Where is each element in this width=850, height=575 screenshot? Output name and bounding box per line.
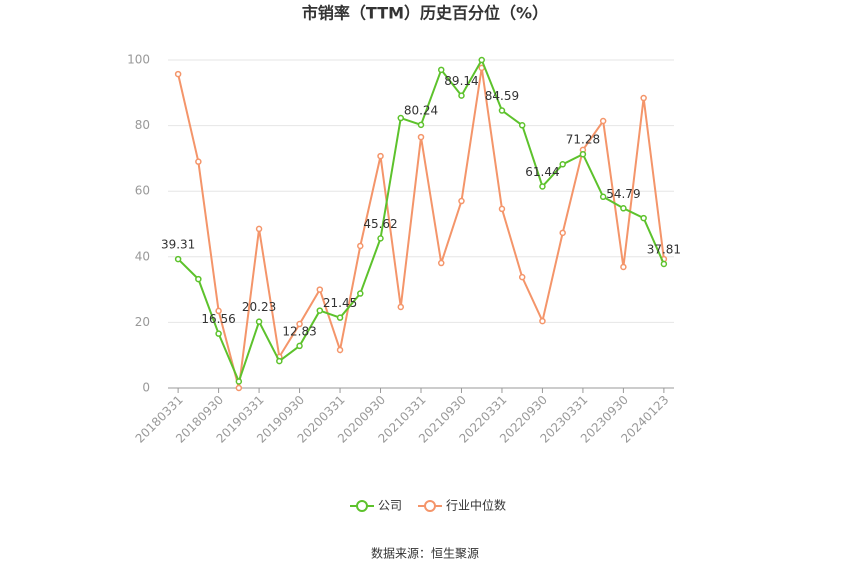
point — [357, 290, 364, 297]
point — [599, 193, 607, 201]
legend-label: 公司 — [378, 499, 402, 513]
point — [377, 235, 384, 242]
point — [437, 259, 445, 267]
point — [478, 56, 485, 64]
point — [559, 161, 566, 168]
point — [539, 183, 546, 190]
legend-marker — [356, 500, 368, 512]
y-tick-label: 40 — [135, 249, 150, 263]
y-tick-label: 60 — [135, 184, 150, 198]
data-label: 12.83 — [282, 324, 316, 338]
data-label: 80.24 — [404, 103, 438, 117]
point — [498, 107, 506, 114]
point — [498, 205, 506, 213]
point — [458, 92, 465, 99]
point — [417, 121, 425, 129]
data-label: 61.44 — [525, 165, 559, 179]
point — [215, 330, 222, 337]
point — [397, 114, 405, 122]
point — [174, 70, 182, 78]
point — [620, 205, 627, 212]
y-tick-label: 0 — [142, 381, 150, 395]
point — [215, 307, 222, 315]
point — [559, 229, 566, 237]
point — [276, 357, 283, 365]
point — [539, 317, 546, 325]
chart-title: 市销率（TTM）历史百分位（%） — [302, 4, 548, 23]
data-label: 21.45 — [323, 296, 357, 310]
point — [599, 117, 607, 125]
source-note: 数据来源：恒生聚源 — [371, 546, 479, 561]
data-label: 45.62 — [363, 217, 397, 231]
data-label: 20.23 — [242, 300, 276, 314]
point — [640, 94, 647, 102]
point — [397, 303, 405, 311]
point — [458, 197, 465, 205]
data-label: 71.28 — [566, 133, 600, 147]
point — [357, 242, 364, 250]
data-label: 84.59 — [485, 89, 519, 103]
point — [255, 318, 263, 325]
data-label: 39.31 — [161, 238, 195, 252]
data-label: 54.79 — [606, 187, 640, 201]
point — [377, 152, 384, 160]
data-label: 89.14 — [444, 74, 478, 88]
point — [255, 225, 263, 233]
point — [336, 346, 344, 354]
point — [518, 273, 526, 281]
data-label: 16.56 — [201, 312, 235, 326]
data-label: 37.81 — [647, 242, 681, 256]
point — [296, 342, 303, 350]
point — [235, 384, 243, 392]
point — [579, 150, 587, 158]
point — [174, 255, 182, 263]
point — [316, 286, 324, 293]
point — [336, 314, 344, 321]
y-tick-label: 100 — [127, 53, 150, 67]
point — [235, 378, 243, 385]
point — [518, 122, 526, 129]
point — [620, 263, 627, 271]
legend-label: 行业中位数 — [446, 498, 506, 513]
y-tick-label: 80 — [135, 118, 150, 132]
point — [437, 66, 445, 74]
point — [660, 260, 668, 268]
point — [195, 158, 202, 165]
legend-marker — [424, 500, 436, 512]
point — [316, 307, 324, 314]
point — [417, 133, 425, 141]
y-tick-label: 20 — [135, 315, 150, 329]
point — [640, 214, 647, 222]
point — [195, 275, 202, 283]
point — [296, 320, 303, 328]
